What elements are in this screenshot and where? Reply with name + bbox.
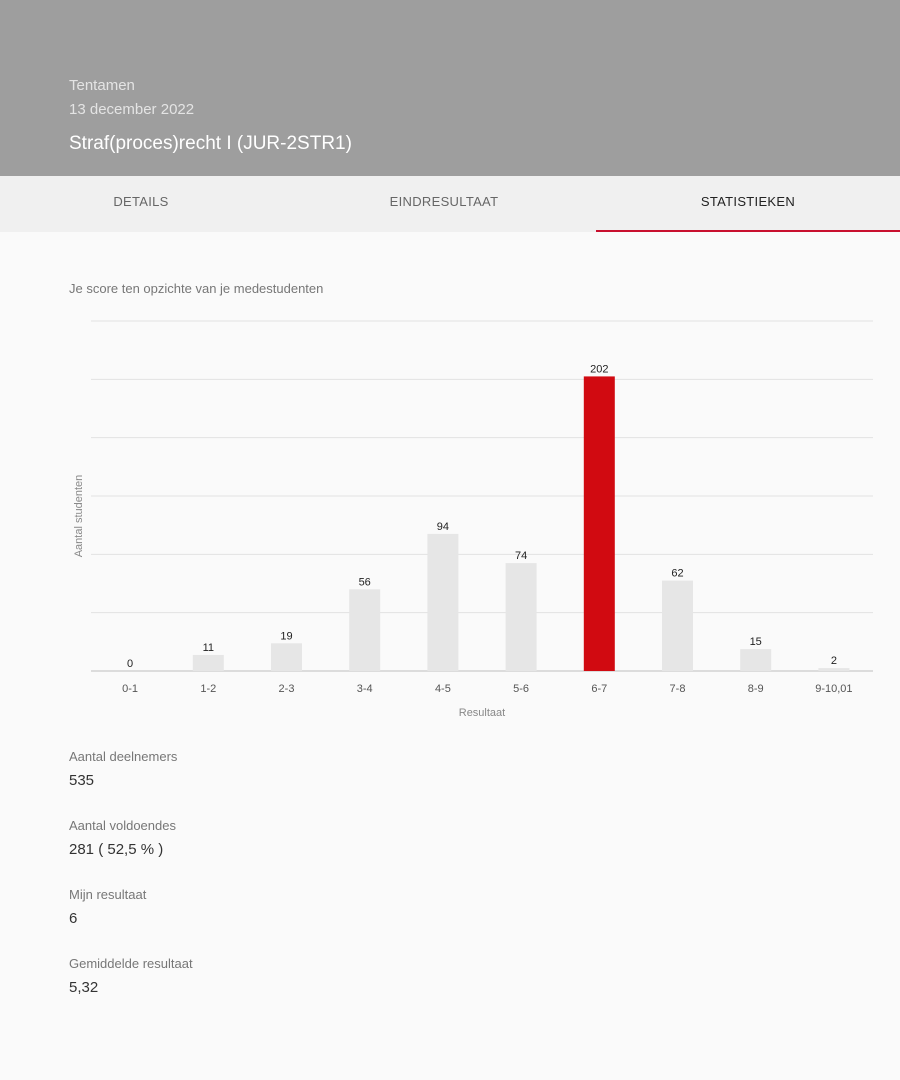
stat-passes-value: 281 ( 52,5 % ) <box>69 841 164 858</box>
bar-7-8[interactable] <box>662 580 693 671</box>
data-label-2-3: 19 <box>280 630 292 642</box>
x-tick-5-6: 5-6 <box>513 683 529 695</box>
bar-2-3[interactable] <box>271 643 302 671</box>
stat-my-result-label: Mijn resultaat <box>69 887 147 902</box>
tab-bar: DETAILS EINDRESULTAAT STATISTIEKEN <box>0 176 900 232</box>
data-label-8-9: 15 <box>750 636 762 648</box>
exam-header: Tentamen 13 december 2022 Straf(proces)r… <box>0 0 900 176</box>
bar-9-10,01[interactable] <box>818 668 850 671</box>
y-axis-title: Aantal studenten <box>73 475 85 558</box>
data-label-6-7: 202 <box>590 363 608 375</box>
bar-1-2[interactable] <box>192 654 224 671</box>
tab-details[interactable]: DETAILS <box>113 194 169 209</box>
data-label-7-8: 62 <box>671 568 683 580</box>
stat-my-result-value: 6 <box>69 910 78 927</box>
stat-participants-label: Aantal deelnemers <box>69 749 178 764</box>
x-tick-1-2: 1-2 <box>200 683 216 695</box>
data-label-4-5: 94 <box>437 521 449 533</box>
tab-eindresultaat[interactable]: EINDRESULTAAT <box>389 194 499 209</box>
course-title: Straf(proces)recht I (JUR-2STR1) <box>69 133 352 154</box>
data-label-0-1: 0 <box>127 658 133 670</box>
x-tick-9-10,01: 9-10,01 <box>815 683 852 695</box>
bar-3-4[interactable] <box>349 589 381 671</box>
x-tick-0-1: 0-1 <box>122 683 138 695</box>
tab-statistieken[interactable]: STATISTIEKEN <box>596 176 900 232</box>
data-label-5-6: 74 <box>515 550 527 562</box>
data-label-3-4: 56 <box>359 576 371 588</box>
stat-average-label: Gemiddelde resultaat <box>69 956 193 971</box>
x-axis-title: Resultaat <box>459 707 505 719</box>
bar-4-5[interactable] <box>427 533 459 671</box>
chart-subtitle: Je score ten opzichte van je medestudent… <box>69 281 324 296</box>
stat-participants-value: 535 <box>69 772 95 789</box>
x-tick-4-5: 4-5 <box>435 683 451 695</box>
exam-date: 13 december 2022 <box>69 101 195 118</box>
exam-type: Tentamen <box>69 77 135 94</box>
labels: 0 0-1 11 1-2 19 2-3 56 3-4 94 4-5 74 5-6 202 6-7 62 7-8… <box>122 363 852 695</box>
x-tick-6-7: 6-7 <box>591 683 607 695</box>
bars <box>192 376 850 671</box>
bar-5-6[interactable] <box>505 563 537 671</box>
stat-average-value: 5,32 <box>69 979 99 996</box>
stat-passes-label: Aantal voldoendes <box>69 818 176 833</box>
bar-8-9[interactable] <box>740 649 772 671</box>
x-tick-7-8: 7-8 <box>670 683 686 695</box>
grid-lines <box>91 320 873 672</box>
results-histogram: 0 0-1 11 1-2 19 2-3 56 3-4 94 4-5 74 5-6 202 6-7 62 7-8… <box>73 320 873 719</box>
x-tick-2-3: 2-3 <box>279 683 295 695</box>
data-label-9-10,01: 2 <box>831 655 837 667</box>
x-tick-3-4: 3-4 <box>357 683 373 695</box>
x-tick-8-9: 8-9 <box>748 683 764 695</box>
data-label-1-2: 11 <box>203 642 214 654</box>
bar-6-7[interactable] <box>583 376 615 671</box>
